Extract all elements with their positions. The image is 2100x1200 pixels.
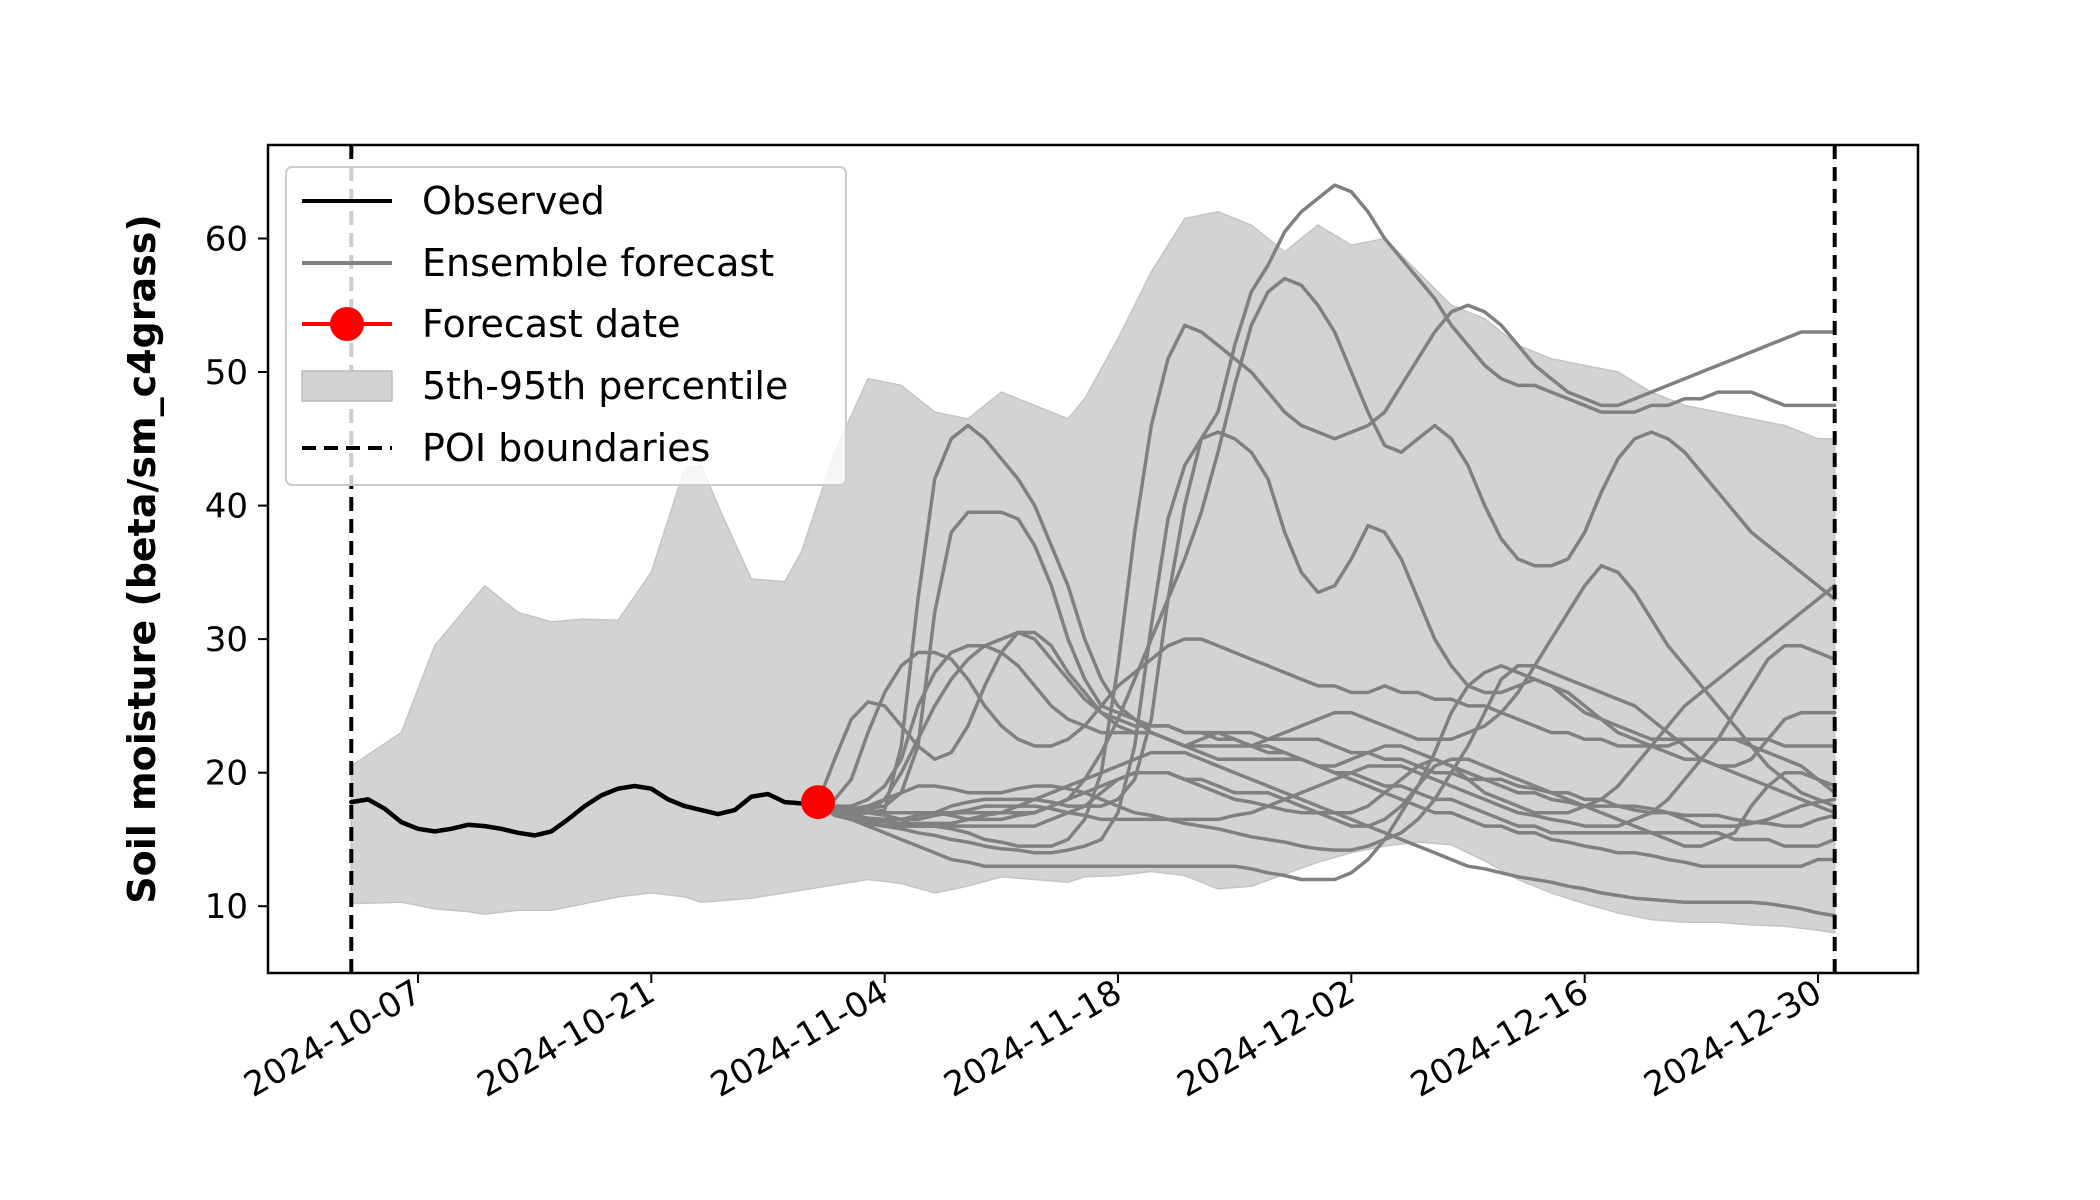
legend-forecast-date-marker bbox=[330, 307, 364, 341]
ensemble-member-6 bbox=[816, 276, 1837, 828]
ensemble-member-12 bbox=[816, 750, 1837, 918]
legend-observed-label: Observed bbox=[422, 179, 605, 223]
y-tick-label: 30 bbox=[205, 620, 248, 660]
legend-frame bbox=[285, 166, 847, 486]
plot-area bbox=[349, 145, 1837, 973]
ensemble-member-9 bbox=[816, 430, 1837, 855]
ensemble-member-13 bbox=[816, 563, 1837, 808]
y-tick-label: 20 bbox=[205, 754, 248, 794]
legend: Observed Ensemble forecast Forecast date… bbox=[285, 166, 847, 486]
ensemble-member-16 bbox=[816, 644, 1837, 828]
ensemble-member-14 bbox=[816, 757, 1837, 882]
ensemble-member-8 bbox=[816, 303, 1837, 848]
y-tick-label: 40 bbox=[205, 487, 248, 527]
ensemble-member-5 bbox=[816, 630, 1837, 868]
legend-forecast-date-label: Forecast date bbox=[422, 302, 681, 346]
forecast-date-marker bbox=[801, 785, 835, 820]
y-tick-label: 60 bbox=[205, 220, 248, 260]
legend-band-swatch bbox=[301, 370, 393, 402]
axes-frame bbox=[266, 143, 1920, 975]
ensemble-member-3 bbox=[816, 637, 1837, 804]
y-tick-label: 10 bbox=[205, 887, 248, 927]
observed-line bbox=[349, 783, 821, 838]
ensemble-member-15 bbox=[816, 583, 1837, 815]
ensemble-member-11 bbox=[816, 664, 1837, 828]
legend-ensemble-label: Ensemble forecast bbox=[422, 241, 774, 285]
ensemble-member-2 bbox=[816, 510, 1837, 828]
ensemble-member-7 bbox=[816, 183, 1837, 822]
legend-poi-label: POI boundaries bbox=[422, 426, 710, 470]
y-tick-label: 50 bbox=[205, 353, 248, 393]
y-axis-label: Soil moisture (beta/sm_c4grass) bbox=[120, 214, 164, 903]
legend-band-label: 5th-95th percentile bbox=[422, 364, 788, 408]
